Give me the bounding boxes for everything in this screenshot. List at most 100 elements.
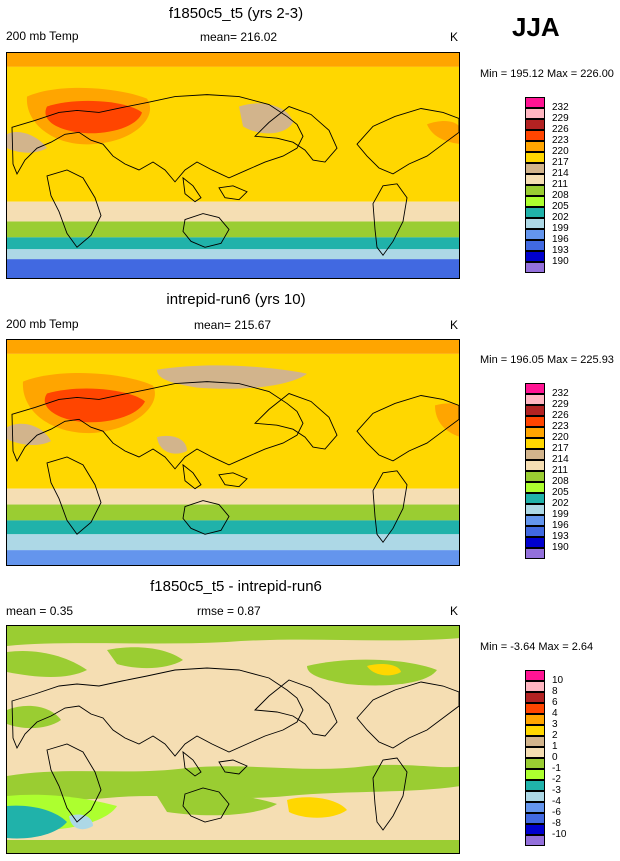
colorbar-level-label: 193 [552,532,569,542]
colorbar-swatch [525,769,545,780]
colorbar-swatch [525,471,545,482]
colorbar-level-label: -10 [552,830,566,840]
colorbar-level-label: 211 [552,466,568,476]
colorbar-level-label: 6 [552,698,558,708]
panel2-minmax: Min = 196.05 Max = 225.93 [480,355,614,366]
colorbar-swatch [525,692,545,703]
colorbar-level-label: 226 [552,411,569,421]
colorbar-swatch [525,207,545,218]
colorbar-swatch [525,526,545,537]
colorbar-level-label: 229 [552,114,569,124]
map-svg [7,53,460,278]
colorbar-swatch [525,185,545,196]
colorbar-swatch [525,725,545,736]
map-svg [7,626,460,853]
colorbar-swatch [525,548,545,559]
colorbar-level-label: 211 [552,180,568,190]
panel2-units: K [450,319,458,331]
colorbar-level-label: 223 [552,422,569,432]
colorbar-swatch [525,493,545,504]
panel3-title: f1850c5_t5 - intrepid-run6 [6,579,466,594]
colorbar-level-label: 2 [552,731,558,741]
colorbar-level-label: 232 [552,389,569,399]
contour-band [7,202,460,222]
panel1-title: f1850c5_t5 (yrs 2-3) [6,6,466,21]
colorbar-swatch [525,108,545,119]
colorbar-swatch [525,703,545,714]
colorbar-level-label: -8 [552,819,561,829]
colorbar-swatch [525,515,545,526]
colorbar-swatch [525,537,545,548]
colorbar-swatch [525,383,545,394]
colorbar-level-label: 232 [552,103,569,113]
colorbar-swatch [525,482,545,493]
panel2-variable-label: 200 mb Temp [6,318,79,330]
colorbar-level-label: 193 [552,246,569,256]
panel2-mean-label: mean= 215.67 [194,319,271,331]
panel3-minmax: Min = -3.64 Max = 2.64 [480,642,593,653]
colorbar-swatch [525,504,545,515]
colorbar-swatch [525,714,545,725]
colorbar-level-label: 190 [552,543,569,553]
panel3-rmse-label: rmse = 0.87 [197,605,261,617]
colorbar-level-label: 199 [552,510,569,520]
colorbar-swatch [525,835,545,846]
colorbar-swatch [525,460,545,471]
colorbar-level-label: -4 [552,797,561,807]
colorbar-swatch [525,824,545,835]
colorbar-level-label: 214 [552,169,569,179]
colorbar-swatch [525,758,545,769]
colorbar-level-label: 3 [552,720,558,730]
contour-band [7,550,460,565]
colorbar-level-label: -6 [552,808,561,818]
map-svg [7,340,460,565]
colorbar-level-label: 208 [552,477,569,487]
colorbar-swatch [525,196,545,207]
page: { "season": "JJA", "panels": [ { "title"… [0,0,620,861]
colorbar-swatch [525,791,545,802]
colorbar-level-label: 196 [552,235,569,245]
colorbar-swatch [525,174,545,185]
colorbar-level-label: 205 [552,488,569,498]
panel1-units: K [450,31,458,43]
colorbar-swatch [525,141,545,152]
colorbar-swatch [525,119,545,130]
panel2-map [6,339,460,566]
colorbar-level-label: 190 [552,257,569,267]
colorbar-level-label: 229 [552,400,569,410]
contour-band [7,340,460,354]
season-label: JJA [512,14,560,40]
colorbar-level-label: 0 [552,753,558,763]
contour-band [7,53,460,67]
colorbar-level-label: 10 [552,676,563,686]
contour-band [7,249,460,259]
colorbar-level-label: 208 [552,191,569,201]
panel3-units: K [450,605,458,617]
colorbar-swatch [525,449,545,460]
colorbar-swatch [525,229,545,240]
contour-region [7,840,460,853]
panel2-title: intrepid-run6 (yrs 10) [6,292,466,307]
contour-band [7,222,460,238]
colorbar-swatch [525,813,545,824]
colorbar-level-label: -1 [552,764,561,774]
colorbar-swatch [525,218,545,229]
colorbar-swatch [525,747,545,758]
colorbar-level-label: 199 [552,224,569,234]
colorbar-swatch [525,427,545,438]
contour-band [7,505,460,521]
colorbar-level-label: 205 [552,202,569,212]
colorbar-swatch [525,152,545,163]
colorbar-level-label: 196 [552,521,569,531]
colorbar-level-label: 220 [552,433,569,443]
colorbar-level-label: 220 [552,147,569,157]
colorbar-swatch [525,802,545,813]
colorbar-level-label: 4 [552,709,558,719]
colorbar-swatch [525,405,545,416]
colorbar-level-label: 1 [552,742,558,752]
colorbar-swatch [525,681,545,692]
colorbar-level-label: -3 [552,786,561,796]
colorbar-swatch [525,262,545,273]
colorbar-level-label: -2 [552,775,561,785]
colorbar-swatch [525,670,545,681]
